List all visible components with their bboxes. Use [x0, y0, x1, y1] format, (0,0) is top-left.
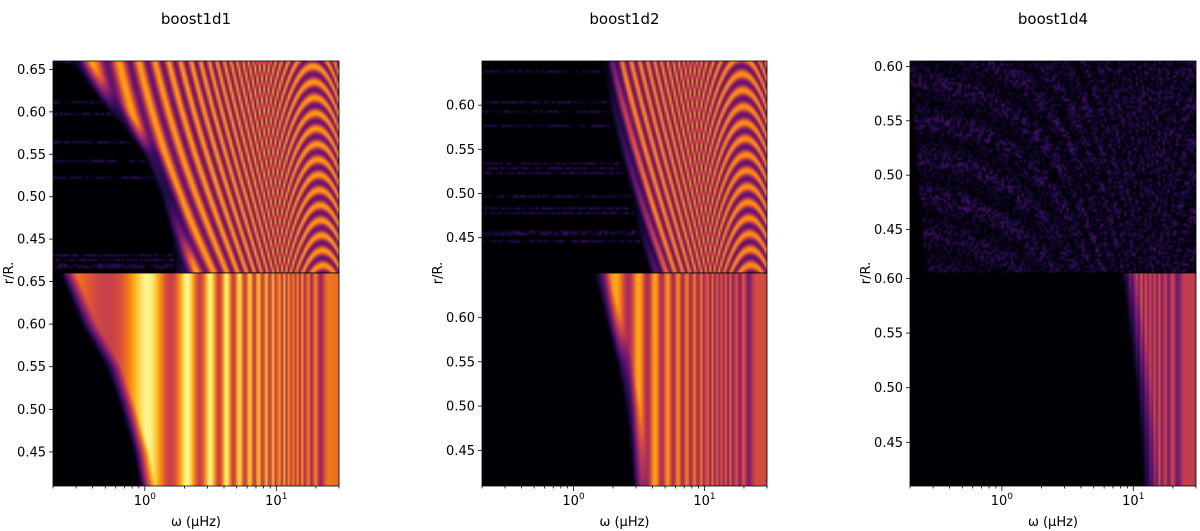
- y-tick-label: 0.45: [17, 445, 46, 460]
- panel-boost1d1: boost1d1 0.45 0.50 0.55 0.60 0.65 0.45 0.50 0.55…: [2, 10, 340, 530]
- y-tick-label: 0.60: [874, 272, 903, 287]
- y-axis-label: r/R.: [2, 262, 17, 284]
- y-tick-label: 0.60: [17, 318, 46, 333]
- axes-frame-bottom: [481, 272, 768, 487]
- y-tick-label: 0.55: [17, 360, 46, 375]
- x-tick-label: 101: [1122, 492, 1144, 509]
- y-tick-label: 0.45: [874, 223, 903, 238]
- panel-boost1d4: boost1d4 0.45 0.50 0.55 0.60 0.45 0.50 0.55 0.60…: [859, 10, 1197, 530]
- axes-frame-bottom: [52, 272, 340, 487]
- y-tick-label: 0.50: [874, 381, 903, 396]
- y-tick-label: 0.50: [446, 400, 475, 415]
- y-tick-label: 0.65: [17, 275, 46, 290]
- y-tick-label: 0.50: [874, 169, 903, 184]
- y-tick-label: 0.45: [446, 231, 475, 246]
- heatmap-top: [910, 61, 1196, 273]
- axes-frame-bottom: [909, 272, 1197, 487]
- y-tick-label: 0.55: [446, 143, 475, 158]
- y-tick-label: 0.55: [446, 355, 475, 370]
- x-axis-label: ω (μHz): [1028, 515, 1078, 530]
- y-tick-label: 0.50: [446, 187, 475, 202]
- y-tick-label: 0.65: [17, 63, 46, 78]
- panel-title: boost1d2: [589, 10, 659, 28]
- heatmap-bottom: [482, 273, 767, 486]
- y-tick-label: 0.45: [874, 436, 903, 451]
- panel-title: boost1d4: [1018, 10, 1088, 28]
- y-tick-label: 0.50: [17, 190, 46, 205]
- heatmap-top: [53, 61, 339, 273]
- panel-boost1d2: boost1d2 0.45 0.50 0.55 0.60 0.45 0.50 0.55 0.60…: [431, 10, 768, 530]
- y-tick-label: 0.55: [874, 114, 903, 129]
- y-tick-label: 0.60: [874, 60, 903, 75]
- panel-title: boost1d1: [161, 10, 231, 28]
- x-axis-label: ω (μHz): [599, 515, 649, 530]
- heatmap-bottom: [910, 273, 1196, 486]
- y-tick-label: 0.55: [17, 148, 46, 163]
- heatmap-top: [482, 61, 767, 273]
- x-tick-label: 100: [991, 492, 1014, 509]
- x-tick-label: 100: [134, 492, 157, 509]
- y-tick-label: 0.60: [446, 99, 475, 114]
- x-tick-label: 101: [265, 492, 287, 509]
- heatmap-bottom: [53, 273, 339, 486]
- y-tick-label: 0.45: [446, 444, 475, 459]
- y-tick-label: 0.45: [17, 233, 46, 248]
- y-tick-label: 0.60: [17, 105, 46, 120]
- y-tick-label: 0.55: [874, 327, 903, 342]
- y-tick-label: 0.60: [446, 311, 475, 326]
- y-axis-label: r/R.: [859, 262, 874, 284]
- y-axis-label: r/R.: [431, 262, 446, 284]
- y-tick-label: 0.50: [17, 403, 46, 418]
- x-tick-label: 100: [562, 492, 585, 509]
- x-axis-label: ω (μHz): [171, 515, 221, 530]
- x-tick-label: 101: [693, 492, 715, 509]
